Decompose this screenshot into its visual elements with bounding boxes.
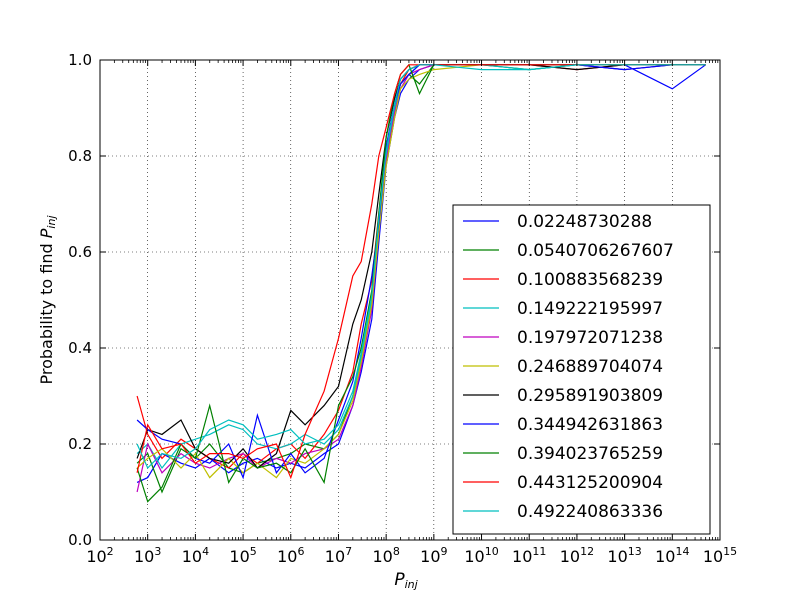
x-axis-title-main: P [394,570,405,590]
plot-frame [99,59,721,541]
x-tick-label: 1014 [655,545,689,566]
legend-label-5: 0.197972071238 [517,328,663,348]
y-axis-title-math: P [37,228,56,238]
legend-label-11: 0.492240863336 [517,502,663,522]
x-tick-label: 109 [420,545,447,566]
legend-label-9: 0.394023765259 [517,444,663,464]
series-line-4 [136,64,706,470]
x-axis-title-sub: inj [405,578,419,591]
x-tick-label: 102 [86,545,113,566]
series-line-11 [136,64,706,470]
x-axis-title: Pinj [394,570,418,591]
y-tick-label: 0.8 [68,147,92,165]
y-tick-label: 0.4 [68,339,92,357]
series-layer [136,63,706,503]
legend-label-8: 0.344942631863 [517,415,663,435]
legend-label-7: 0.295891903809 [517,386,663,406]
y-axis-title-sub: inj [45,215,58,229]
x-tick-label: 108 [372,545,399,566]
axis-title-layer: Pinj Probability to find Pinj [37,215,419,591]
x-tick-label: 104 [182,545,209,566]
x-tick-label: 1015 [703,545,737,566]
legend-label-1: 0.02248730288 [517,212,652,232]
y-tick-label: 1.0 [68,51,92,69]
y-tick-label: 0.0 [68,531,92,549]
x-tick-label: 1013 [607,545,641,566]
legend-label-4: 0.149222195997 [517,299,663,319]
y-tick-label: 0.6 [68,243,92,261]
legend-label-3: 0.100883568239 [517,270,663,290]
x-tick-label: 1010 [464,545,498,566]
legend: 0.02248730288 0.0540706267607 0.1008835682… [452,204,711,535]
x-tick-label: 1011 [512,545,546,566]
y-axis-title: Probability to find Pinj [37,215,58,385]
legend-label-6: 0.246889704074 [517,357,663,377]
y-tick-label: 0.2 [68,435,92,453]
x-tick-label: 103 [134,545,161,566]
legend-label-2: 0.0540706267607 [517,241,674,261]
ticks-layer: 102 103 104 105 106 107 108 109 1010 1011 1012 1013… [68,51,737,566]
legend-label-10: 0.443125200904 [517,473,663,493]
legend-frame [452,204,711,535]
series-line-10 [136,64,706,480]
x-tick-label: 107 [325,545,352,566]
y-axis-title-text: Probability to find [37,238,56,384]
x-tick-label: 106 [277,545,304,566]
x-tick-label: 1012 [560,545,594,566]
x-tick-label: 105 [229,545,256,566]
